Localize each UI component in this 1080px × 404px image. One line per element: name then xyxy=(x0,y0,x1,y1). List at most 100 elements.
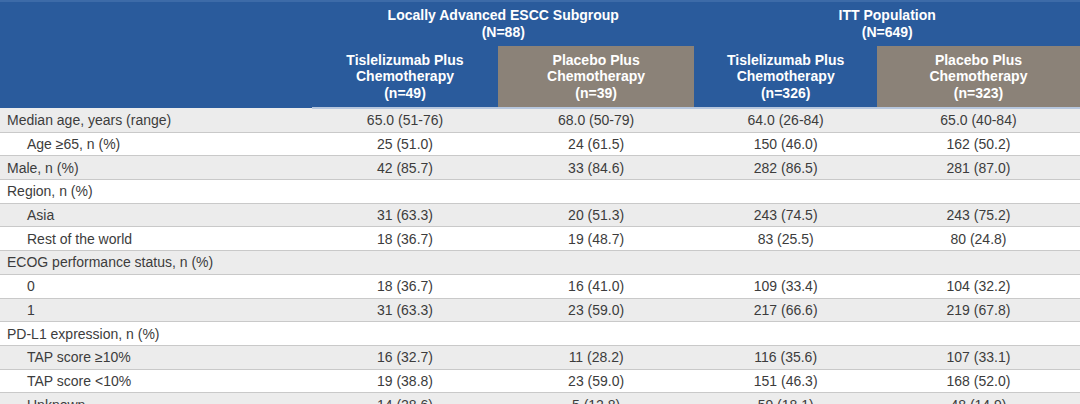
cell-value: 168 (52.0) xyxy=(877,369,1080,393)
table-row-rest-of-world: Rest of the world 18 (36.7) 19 (48.7) 83… xyxy=(0,227,1080,251)
arm-header-placebo-itt: Placebo Plus Chemotherapy (n=323) xyxy=(877,46,1080,108)
group-header-row: Locally Advanced ESCC Subgroup (N=88) IT… xyxy=(0,1,1080,46)
table-row-median-age: Median age, years (range) 65.0 (51-76) 6… xyxy=(0,108,1080,132)
arm-label: Placebo Plus Chemotherapy xyxy=(521,52,671,85)
cell-value xyxy=(498,322,695,346)
row-label: Asia xyxy=(0,203,312,227)
cell-value: 59 (18.1) xyxy=(694,393,877,404)
cell-value: 150 (46.0) xyxy=(694,132,877,156)
arm-label: Tislelizumab Plus Chemotherapy xyxy=(330,52,480,85)
arm-n: (n=39) xyxy=(498,85,695,102)
table-row-ecog-1: 1 31 (63.3) 23 (59.0) 217 (66.6) 219 (67… xyxy=(0,298,1080,322)
cell-value: 107 (33.1) xyxy=(877,345,1080,369)
cell-value: 5 (12.8) xyxy=(498,393,695,404)
cell-value: 80 (24.8) xyxy=(877,227,1080,251)
cell-value: 16 (32.7) xyxy=(312,345,498,369)
cell-value: 68.0 (50-79) xyxy=(498,108,695,132)
cell-value: 20 (51.3) xyxy=(498,203,695,227)
arm-label: Tislelizumab Plus Chemotherapy xyxy=(711,52,861,85)
arm-label: Placebo Plus Chemotherapy xyxy=(903,52,1053,85)
row-label: TAP score <10% xyxy=(0,369,312,393)
cell-value: 33 (84.6) xyxy=(498,156,695,180)
cell-value: 243 (75.2) xyxy=(877,203,1080,227)
arm-n: (n=326) xyxy=(694,85,877,102)
row-label: ECOG performance status, n (%) xyxy=(0,251,312,275)
cell-value: 83 (25.5) xyxy=(694,227,877,251)
row-label: Unknown xyxy=(0,393,312,404)
table-row-region-group: Region, n (%) xyxy=(0,180,1080,204)
arm-header-tislelizumab-itt: Tislelizumab Plus Chemotherapy (n=326) xyxy=(694,46,877,108)
row-label: TAP score ≥10% xyxy=(0,345,312,369)
baseline-characteristics-table-figure: Locally Advanced ESCC Subgroup (N=88) IT… xyxy=(0,0,1080,404)
cell-value: 19 (38.8) xyxy=(312,369,498,393)
cell-value xyxy=(312,251,498,275)
cell-value: 282 (86.5) xyxy=(694,156,877,180)
cell-value: 64.0 (26-84) xyxy=(694,108,877,132)
cell-value: 19 (48.7) xyxy=(498,227,695,251)
cell-value: 65.0 (51-76) xyxy=(312,108,498,132)
cell-value: 18 (36.7) xyxy=(312,227,498,251)
cell-value: 24 (61.5) xyxy=(498,132,695,156)
table-row-ecog-0: 0 18 (36.7) 16 (41.0) 109 (33.4) 104 (32… xyxy=(0,274,1080,298)
cell-value: 31 (63.3) xyxy=(312,203,498,227)
row-label: PD-L1 expression, n (%) xyxy=(0,322,312,346)
cell-value: 162 (50.2) xyxy=(877,132,1080,156)
table-row-tap-unknown: Unknown 14 (28.6) 5 (12.8) 59 (18.1) 48 … xyxy=(0,393,1080,404)
table-row-tap-lt10: TAP score <10% 19 (38.8) 23 (59.0) 151 (… xyxy=(0,369,1080,393)
group-header-itt-population: ITT Population (N=649) xyxy=(694,1,1080,46)
cell-value: 116 (35.6) xyxy=(694,345,877,369)
table-row-pdl1-group: PD-L1 expression, n (%) xyxy=(0,322,1080,346)
table-row-tap-ge10: TAP score ≥10% 16 (32.7) 11 (28.2) 116 (… xyxy=(0,345,1080,369)
cell-value: 219 (67.8) xyxy=(877,298,1080,322)
cell-value xyxy=(877,322,1080,346)
row-label: Region, n (%) xyxy=(0,180,312,204)
cell-value: 14 (28.6) xyxy=(312,393,498,404)
cell-value xyxy=(694,251,877,275)
row-label: 0 xyxy=(0,274,312,298)
arm-n: (n=323) xyxy=(877,85,1080,102)
header-spacer-cell xyxy=(0,1,312,108)
group-n: (N=88) xyxy=(312,24,694,41)
cell-value xyxy=(498,180,695,204)
row-label: Median age, years (range) xyxy=(0,108,312,132)
cell-value: 11 (28.2) xyxy=(498,345,695,369)
cell-value: 23 (59.0) xyxy=(498,298,695,322)
cell-value xyxy=(694,322,877,346)
row-label: 1 xyxy=(0,298,312,322)
table-row-age-ge65: Age ≥65, n (%) 25 (51.0) 24 (61.5) 150 (… xyxy=(0,132,1080,156)
cell-value xyxy=(312,180,498,204)
group-header-locally-advanced: Locally Advanced ESCC Subgroup (N=88) xyxy=(312,1,694,46)
arm-n: (n=49) xyxy=(312,85,498,102)
cell-value: 25 (51.0) xyxy=(312,132,498,156)
table-body: Median age, years (range) 65.0 (51-76) 6… xyxy=(0,108,1080,404)
cell-value xyxy=(498,251,695,275)
group-title: ITT Population xyxy=(694,7,1080,24)
arm-header-tislelizumab-la: Tislelizumab Plus Chemotherapy (n=49) xyxy=(312,46,498,108)
cell-value: 16 (41.0) xyxy=(498,274,695,298)
cell-value: 42 (85.7) xyxy=(312,156,498,180)
cell-value: 31 (63.3) xyxy=(312,298,498,322)
table-row-ecog-group: ECOG performance status, n (%) xyxy=(0,251,1080,275)
cell-value xyxy=(877,180,1080,204)
cell-value xyxy=(312,322,498,346)
cell-value: 23 (59.0) xyxy=(498,369,695,393)
cell-value: 243 (74.5) xyxy=(694,203,877,227)
cell-value: 217 (66.6) xyxy=(694,298,877,322)
row-label: Male, n (%) xyxy=(0,156,312,180)
baseline-characteristics-table: Locally Advanced ESCC Subgroup (N=88) IT… xyxy=(0,0,1080,404)
cell-value: 281 (87.0) xyxy=(877,156,1080,180)
table-row-male: Male, n (%) 42 (85.7) 33 (84.6) 282 (86.… xyxy=(0,156,1080,180)
cell-value: 48 (14.9) xyxy=(877,393,1080,404)
group-title: Locally Advanced ESCC Subgroup xyxy=(312,7,694,24)
arm-header-placebo-la: Placebo Plus Chemotherapy (n=39) xyxy=(498,46,695,108)
cell-value: 65.0 (40-84) xyxy=(877,108,1080,132)
cell-value: 18 (36.7) xyxy=(312,274,498,298)
cell-value: 151 (46.3) xyxy=(694,369,877,393)
cell-value: 104 (32.2) xyxy=(877,274,1080,298)
row-label: Age ≥65, n (%) xyxy=(0,132,312,156)
group-n: (N=649) xyxy=(694,24,1080,41)
cell-value xyxy=(877,251,1080,275)
cell-value: 109 (33.4) xyxy=(694,274,877,298)
table-row-asia: Asia 31 (63.3) 20 (51.3) 243 (74.5) 243 … xyxy=(0,203,1080,227)
table-header: Locally Advanced ESCC Subgroup (N=88) IT… xyxy=(0,1,1080,108)
